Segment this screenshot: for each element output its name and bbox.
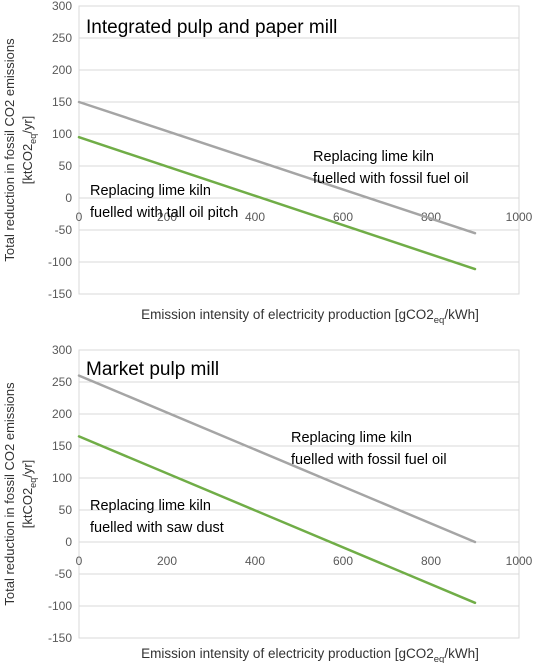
x-axis-label: Emission intensity of electricity produc… bbox=[141, 307, 479, 326]
y-axis-label-line2-sub: eq bbox=[28, 134, 38, 144]
annotation-line-1: Replacing lime kiln bbox=[90, 183, 211, 199]
plot-area-border bbox=[78, 5, 520, 295]
y-tick-label: -50 bbox=[55, 567, 73, 581]
x-tick-label: 600 bbox=[333, 210, 353, 224]
y-tick-label: 0 bbox=[65, 535, 72, 549]
y-tick-labels: -150 -100 -50 0 50 100 150 200 250 300 bbox=[48, 343, 72, 645]
x-tick-label: 1000 bbox=[506, 210, 533, 224]
x-axis-label-end: /kWh] bbox=[444, 646, 479, 661]
x-axis-label-end: /kWh] bbox=[444, 307, 479, 322]
y-tick-label: 100 bbox=[52, 127, 72, 141]
y-axis-label-line1: Total reduction in fossil CO2 emissions bbox=[2, 382, 17, 606]
x-axis-label: Emission intensity of electricity produc… bbox=[141, 646, 479, 663]
y-tick-label: 200 bbox=[52, 407, 72, 421]
annotation-line-2: fuelled with fossil fuel oil bbox=[291, 452, 447, 468]
x-axis-label-sub: eq bbox=[434, 654, 445, 663]
annotation-line-1: Replacing lime kiln bbox=[313, 149, 434, 165]
gridlines bbox=[79, 5, 519, 295]
x-tick-labels: 0 200 400 600 800 1000 bbox=[76, 210, 533, 224]
y-axis-label-line2-end: /yr] bbox=[20, 116, 35, 134]
x-tick-label: 1000 bbox=[506, 554, 533, 568]
y-tick-label: 250 bbox=[52, 31, 72, 45]
y-tick-label: 50 bbox=[59, 159, 73, 173]
y-tick-label: -50 bbox=[55, 223, 73, 237]
y-tick-label: 100 bbox=[52, 471, 72, 485]
y-tick-label: 150 bbox=[52, 439, 72, 453]
series-line bbox=[77, 435, 477, 605]
x-tick-label: 200 bbox=[157, 210, 177, 224]
series-line bbox=[77, 135, 477, 271]
chart-title: Market pulp mill bbox=[86, 359, 219, 380]
y-tick-label: -100 bbox=[48, 255, 72, 269]
series-lines bbox=[77, 374, 477, 605]
y-tick-label: -150 bbox=[48, 631, 72, 645]
y-axis-label-line2-sub: eq bbox=[28, 478, 38, 488]
y-tick-label: 250 bbox=[52, 375, 72, 389]
annotation-line-2: fuelled with saw dust bbox=[90, 520, 224, 536]
y-tick-label: -100 bbox=[48, 599, 72, 613]
annotation-line-1: Replacing lime kiln bbox=[90, 498, 211, 514]
y-axis-label-line2: [ktCO2eq/yr] bbox=[20, 460, 38, 529]
x-tick-label: 400 bbox=[245, 210, 265, 224]
x-tick-label: 0 bbox=[76, 210, 83, 224]
x-tick-label: 800 bbox=[421, 554, 441, 568]
y-tick-label: 150 bbox=[52, 95, 72, 109]
y-axis-label: Total reduction in fossil CO2 emissions … bbox=[2, 382, 38, 606]
x-axis-label-main: Emission intensity of electricity produc… bbox=[141, 646, 434, 661]
y-tick-label: 200 bbox=[52, 63, 72, 77]
annotation-tall-oil-pitch: Replacing lime kiln fuelled with tall oi… bbox=[90, 183, 238, 221]
y-tick-label: 50 bbox=[59, 503, 73, 517]
annotation-fossil-fuel-oil: Replacing lime kiln fuelled with fossil … bbox=[313, 149, 469, 187]
y-axis-label-line2-main: [ktCO2 bbox=[20, 144, 35, 184]
chart-title: Integrated pulp and paper mill bbox=[86, 17, 337, 38]
y-axis-label-line2-main: [ktCO2 bbox=[20, 488, 35, 528]
y-tick-label: -150 bbox=[48, 287, 72, 301]
y-axis-label-line1: Total reduction in fossil CO2 emissions bbox=[2, 38, 17, 262]
annotation-saw-dust: Replacing lime kiln fuelled with saw dus… bbox=[90, 498, 224, 536]
annotation-line-2: fuelled with fossil fuel oil bbox=[313, 171, 469, 187]
x-tick-label: 600 bbox=[333, 554, 353, 568]
y-axis-label: Total reduction in fossil CO2 emissions … bbox=[2, 38, 38, 262]
y-tick-label: 0 bbox=[65, 191, 72, 205]
x-tick-label: 200 bbox=[157, 554, 177, 568]
y-tick-labels: -150 -100 -50 0 50 100 150 200 250 300 bbox=[48, 0, 72, 301]
x-tick-label: 400 bbox=[245, 554, 265, 568]
y-tick-label: 300 bbox=[52, 0, 72, 13]
x-tick-label: 0 bbox=[76, 554, 83, 568]
annotation-line-1: Replacing lime kiln bbox=[291, 430, 412, 446]
y-tick-label: 300 bbox=[52, 343, 72, 357]
annotation-line-2: fuelled with tall oil pitch bbox=[90, 205, 238, 221]
x-tick-labels: 0 200 400 600 800 1000 bbox=[76, 554, 533, 568]
y-axis-label-line2-end: /yr] bbox=[20, 460, 35, 478]
annotation-fossil-fuel-oil: Replacing lime kiln fuelled with fossil … bbox=[291, 430, 447, 468]
gridlines bbox=[79, 349, 519, 639]
y-axis-label-line2: [ktCO2eq/yr] bbox=[20, 116, 38, 185]
x-axis-label-main: Emission intensity of electricity produc… bbox=[141, 307, 434, 322]
series-line bbox=[77, 374, 477, 544]
series-line bbox=[77, 100, 477, 235]
x-axis-label-sub: eq bbox=[434, 315, 445, 326]
series-lines bbox=[77, 100, 477, 271]
